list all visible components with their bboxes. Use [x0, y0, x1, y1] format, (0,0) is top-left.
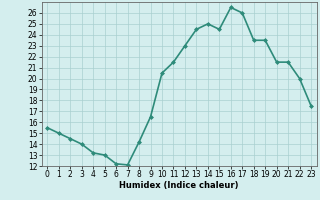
X-axis label: Humidex (Indice chaleur): Humidex (Indice chaleur): [119, 181, 239, 190]
